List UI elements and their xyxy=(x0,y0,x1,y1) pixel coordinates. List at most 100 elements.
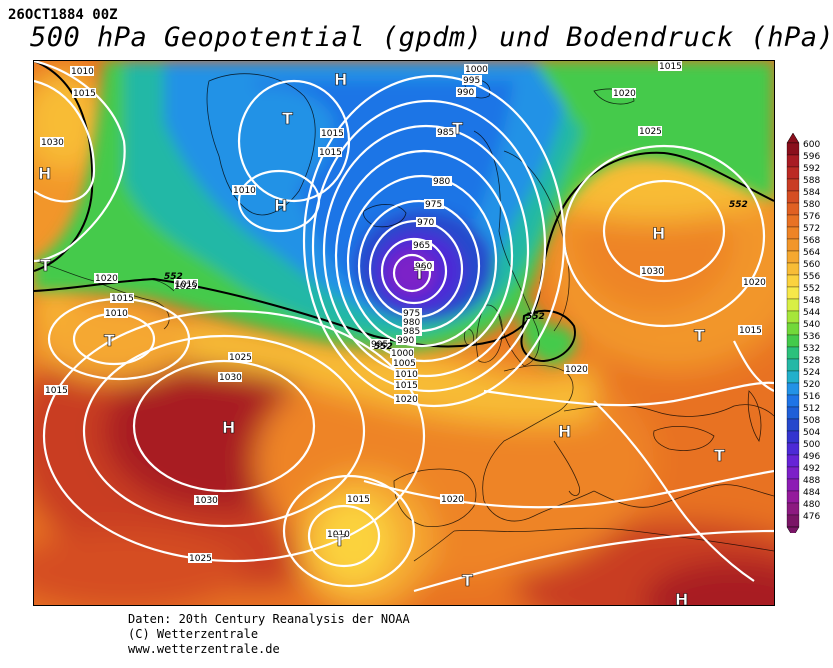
svg-text:1015: 1015 xyxy=(319,148,342,158)
colorbar-tick-label: 488 xyxy=(803,476,820,486)
svg-text:980: 980 xyxy=(433,177,450,187)
isobar-label: 1030 xyxy=(40,137,64,148)
colorbar-swatch xyxy=(786,358,800,372)
isobar-label: 995 xyxy=(462,75,482,86)
chart-title: 500 hPa Geopotential (gpdm) und Bodendru… xyxy=(30,22,833,53)
date-label: 26OCT1884 00Z xyxy=(8,7,118,23)
svg-text:1020: 1020 xyxy=(743,278,766,288)
svg-text:1010: 1010 xyxy=(327,530,350,540)
isobar-label: 995 xyxy=(370,339,390,350)
contour-label: 552 xyxy=(729,200,748,210)
colorbar-swatch xyxy=(786,310,800,324)
svg-text:1010: 1010 xyxy=(395,370,418,380)
colorbar-swatch xyxy=(786,250,800,264)
footer-copyright: (C) Wetterzentrale xyxy=(128,627,259,641)
isobar-label: 1020 xyxy=(742,277,766,288)
isobar-label: 1015 xyxy=(72,88,96,99)
svg-text:1025: 1025 xyxy=(174,282,197,292)
isobar-label: 1025 xyxy=(174,282,197,292)
colorbar-tick-label: 500 xyxy=(803,440,820,450)
contour-label: 552 xyxy=(164,272,183,282)
isobar-label: 1015 xyxy=(110,293,134,304)
svg-text:1015: 1015 xyxy=(111,294,134,304)
isobar-label: 1020 xyxy=(94,273,118,284)
colorbar-tick-label: 528 xyxy=(803,356,820,366)
isobar-label: 1015 xyxy=(738,325,762,336)
footer-data-source: Daten: 20th Century Reanalysis der NOAA xyxy=(128,612,410,626)
colorbar-bottom-arrow xyxy=(786,526,800,538)
low-center: T xyxy=(714,446,725,465)
isobar-label: 1015 xyxy=(174,279,198,290)
svg-text:1030: 1030 xyxy=(195,496,218,506)
contour-552-labels: 552 552 552 552 xyxy=(164,200,748,352)
isobar-labels: 1010 1015 1030 1020 1015 1010 1015 1025 … xyxy=(40,61,766,564)
colorbar-tick-label: 484 xyxy=(803,488,820,498)
isobar-label: 1000 xyxy=(390,348,414,359)
isobar-label: 1010 xyxy=(70,66,94,77)
low-center: T xyxy=(282,109,293,128)
colorbar-tick-label: 536 xyxy=(803,332,820,342)
svg-text:1025: 1025 xyxy=(189,554,212,564)
colorbar-tick-label: 508 xyxy=(803,416,820,426)
isobar-label: 1025 xyxy=(228,352,252,363)
isobar-label: 980 xyxy=(402,317,422,328)
colorbar-tick-label: 532 xyxy=(803,344,820,354)
isobar-label: 1015 xyxy=(320,128,344,139)
colorbar-top-arrow xyxy=(786,132,800,144)
svg-text:1030: 1030 xyxy=(219,373,242,383)
isobar-label: 1030 xyxy=(218,372,242,383)
colorbar-swatch xyxy=(786,142,800,156)
coastlines xyxy=(34,73,774,562)
svg-text:975: 975 xyxy=(403,309,420,319)
svg-text:1015: 1015 xyxy=(175,280,198,290)
isobar-label: 970 xyxy=(416,217,436,228)
colorbar-tick-label: 580 xyxy=(803,200,820,210)
colorbar-swatch xyxy=(786,238,800,252)
colorbar-tick-label: 556 xyxy=(803,272,820,282)
colorbar-tick-label: 492 xyxy=(803,464,820,474)
colorbar-tick-label: 552 xyxy=(803,284,820,294)
colorbar-swatch xyxy=(786,346,800,360)
isobar-label: 985 xyxy=(402,326,422,337)
footer-credits: Daten: 20th Century Reanalysis der NOAA … xyxy=(128,612,410,657)
colorbar-tick-label: 524 xyxy=(803,368,820,378)
isobar-label: 985 xyxy=(436,127,456,138)
svg-text:985: 985 xyxy=(403,327,420,337)
isobar-label: 1030 xyxy=(640,266,664,277)
isobar-label: 1030 xyxy=(194,495,218,506)
svg-text:970: 970 xyxy=(417,218,434,228)
svg-text:1015: 1015 xyxy=(73,89,96,99)
svg-text:1005: 1005 xyxy=(393,359,416,369)
footer-url[interactable]: www.wetterzentrale.de xyxy=(128,642,280,656)
colorbar-legend: 600 596 592 588 584 580 576 572 568 564 560 556 552 5… xyxy=(786,132,832,538)
svg-text:1015: 1015 xyxy=(347,495,370,505)
colorbar-swatch xyxy=(786,154,800,168)
isobar-label: 1020 xyxy=(394,394,418,405)
colorbar-swatch xyxy=(786,382,800,396)
colorbar-swatch xyxy=(786,418,800,432)
isobar-label: 975 xyxy=(402,308,422,319)
svg-text:995: 995 xyxy=(371,340,388,350)
isobar-label: 960 xyxy=(414,261,434,272)
high-center: H xyxy=(222,418,235,437)
isobar-label: 1020 xyxy=(564,364,588,375)
colorbar-tick-label: 496 xyxy=(803,452,820,462)
isobar-label: 1015 xyxy=(44,385,68,396)
colorbar-tick-label: 544 xyxy=(803,308,820,318)
low-center: T xyxy=(40,256,51,275)
isobar-label: 1010 xyxy=(326,529,350,540)
contour-label: 552 xyxy=(374,342,393,352)
high-center: H xyxy=(38,164,51,183)
colorbar-swatch xyxy=(786,514,800,528)
colorbar-tick-label: 540 xyxy=(803,320,820,330)
low-center: T xyxy=(462,571,473,590)
low-center: T xyxy=(334,531,345,550)
isobar-label: 1000 xyxy=(464,64,488,75)
weather-map: 1010 1015 1030 1020 1015 1010 1015 1025 … xyxy=(33,60,775,606)
colorbar-swatch xyxy=(786,190,800,204)
colorbar-swatch xyxy=(786,226,800,240)
low-center: T xyxy=(694,326,705,345)
colorbar-swatch xyxy=(786,454,800,468)
svg-text:1000: 1000 xyxy=(391,349,414,359)
high-center: H xyxy=(558,422,571,441)
